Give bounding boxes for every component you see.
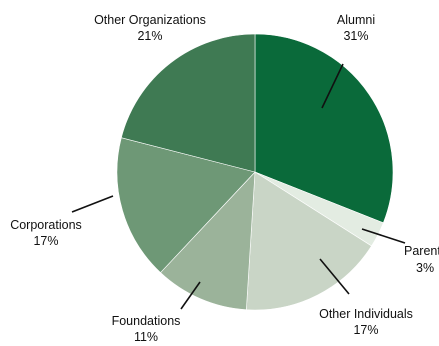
label-parents-value: 3% — [416, 261, 434, 275]
label-corporations-value: 17% — [33, 234, 58, 248]
pie-slice-other-individuals — [246, 171, 372, 311]
label-other-individuals-name: Other Individuals — [319, 307, 413, 321]
label-foundations: Foundations 11% — [112, 314, 181, 344]
label-other-organizations-name: Other Organizations — [94, 13, 206, 27]
label-foundations-value: 11% — [134, 330, 158, 344]
label-parents-name: Parent — [404, 244, 439, 258]
label-alumni-name: Alumni — [337, 13, 375, 27]
label-corporations: Corporations 17% — [10, 218, 82, 248]
leader-corporations — [71, 195, 114, 213]
label-parents: Parent 3% — [404, 244, 439, 275]
label-other-organizations-value: 21% — [137, 29, 162, 43]
label-other-individuals: Other Individuals 17% — [319, 307, 413, 337]
label-alumni: Alumni 31% — [337, 13, 375, 43]
label-other-individuals-value: 17% — [353, 323, 378, 337]
pie-slice-foundations — [160, 171, 256, 311]
leader-foundations — [180, 281, 201, 310]
leader-alumni — [321, 63, 344, 109]
label-alumni-value: 31% — [343, 29, 368, 43]
leader-other-individuals — [319, 258, 350, 295]
label-foundations-name: Foundations — [112, 314, 181, 328]
pie-slice-other-organizations — [120, 33, 256, 173]
leader-parents — [361, 228, 406, 244]
label-corporations-name: Corporations — [10, 218, 82, 232]
pie-slice-alumni — [254, 33, 394, 224]
pie-slice-corporations — [116, 137, 256, 274]
label-other-organizations: Other Organizations 21% — [94, 13, 206, 43]
pie-slices — [116, 33, 394, 311]
